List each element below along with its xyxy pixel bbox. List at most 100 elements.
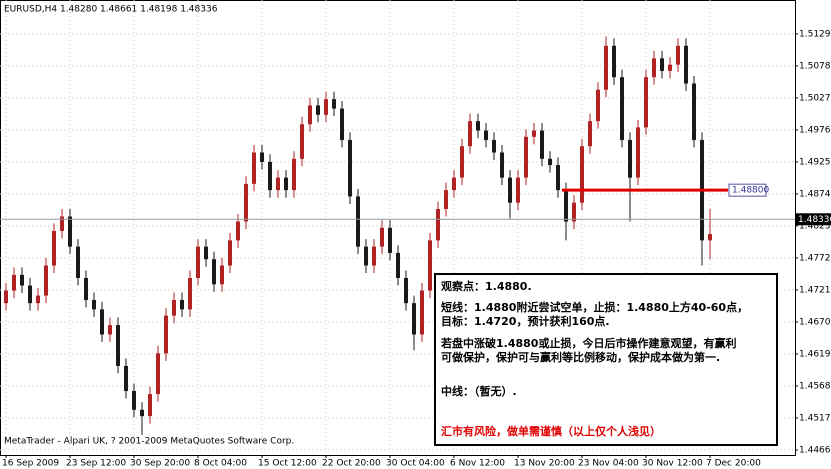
candle-body xyxy=(332,99,336,109)
x-tick-label: 6 Nov 12:00 xyxy=(450,459,505,469)
candle-body xyxy=(548,158,552,166)
candle-body xyxy=(276,177,280,191)
annotation-warning: 汇市有风险，做单需谨慎（以上仅个人浅见） xyxy=(441,424,661,438)
candle-body xyxy=(316,105,320,115)
current-price-label: 1.48336 xyxy=(798,215,831,225)
candle-body xyxy=(436,208,440,241)
candle-body xyxy=(52,230,56,266)
candle-body xyxy=(180,299,184,310)
candle-body xyxy=(268,161,272,191)
annotation-line: 若盘中涨破1.4880或止损，今日后市操作建意观望，有赢利 xyxy=(441,336,736,350)
candle-body xyxy=(564,190,568,222)
annotation-line: 短线：1.4880附近尝试空单，止损：1.4880上方40-60点， xyxy=(441,300,748,314)
y-tick-label: 1.49250 xyxy=(799,157,831,167)
candle-body xyxy=(628,139,632,178)
candle-body xyxy=(620,77,624,140)
candle-body xyxy=(452,177,456,191)
candle-body xyxy=(140,409,144,417)
y-tick-label: 1.44660 xyxy=(799,445,831,455)
candle-body xyxy=(164,315,168,354)
candle-body xyxy=(76,246,80,279)
annotation-box xyxy=(434,273,778,446)
candle-body xyxy=(4,290,8,304)
x-tick-label: 22 Oct 20:00 xyxy=(322,459,381,469)
candle-body xyxy=(220,265,224,285)
candle-body xyxy=(668,64,672,71)
x-tick-label: 23 Nov 04:00 xyxy=(578,459,639,469)
candle-body xyxy=(28,285,32,304)
y-tick-label: 1.50780 xyxy=(799,61,831,71)
candle-body xyxy=(412,303,416,335)
candle-body xyxy=(676,45,680,65)
candle-body xyxy=(212,259,216,285)
candle-body xyxy=(588,121,592,147)
x-tick-label: 15 Oct 12:00 xyxy=(258,459,317,469)
annotation-line: 可做保护，保护可与赢利等比例移动，保护成本做为第一. xyxy=(441,350,720,364)
y-tick-label: 1.46190 xyxy=(799,349,831,359)
candle-body xyxy=(84,278,88,300)
candle-body xyxy=(244,183,248,222)
chart-header: EURUSD,H4 1.48280 1.48661 1.48198 1.4833… xyxy=(4,5,218,15)
level-tag xyxy=(728,183,767,197)
x-tick-label: 7 Dec 20:00 xyxy=(706,459,761,469)
candle-body xyxy=(380,227,384,247)
y-tick-label: 1.45170 xyxy=(799,413,831,423)
candle-body xyxy=(492,139,496,153)
candle-body xyxy=(388,227,392,253)
candle-body xyxy=(420,290,424,335)
y-tick-label: 1.51290 xyxy=(799,29,831,39)
candle-body xyxy=(364,246,368,266)
candle-body xyxy=(396,252,400,279)
y-tick-label: 1.47210 xyxy=(799,285,831,295)
candle-body xyxy=(500,152,504,178)
candle-body xyxy=(236,221,240,241)
y-tick-label: 1.49760 xyxy=(799,125,831,135)
candle-body xyxy=(284,177,288,191)
candle-body xyxy=(68,216,72,247)
candle-body xyxy=(340,108,344,140)
candle-body xyxy=(636,127,640,178)
candle-body xyxy=(260,152,264,162)
candle-body xyxy=(652,58,656,78)
y-tick-label: 1.50270 xyxy=(799,93,831,103)
candle-body xyxy=(484,130,488,140)
candle-body xyxy=(20,274,24,286)
candle-body xyxy=(132,390,136,410)
candle-body xyxy=(116,325,120,366)
y-tick-label: 1.47720 xyxy=(799,253,831,263)
candle-body xyxy=(532,130,536,137)
annotation-line: 目标：1.4720，预计获利160点. xyxy=(441,314,610,328)
candle-body xyxy=(444,190,448,209)
x-tick-label: 16 Sep 2009 xyxy=(2,459,59,469)
candle-body xyxy=(644,77,648,128)
candle-body xyxy=(372,246,376,266)
annotation-line: 观察点：1.4880. xyxy=(441,279,532,293)
candle-body xyxy=(572,202,576,222)
candle-body xyxy=(596,89,600,122)
candle-body xyxy=(188,278,192,310)
candle-body xyxy=(604,45,608,90)
candle-body xyxy=(292,158,296,191)
candle-body xyxy=(612,45,616,78)
candle-body xyxy=(228,240,232,266)
candle-body xyxy=(108,325,112,335)
candle-body xyxy=(60,216,64,231)
candle-body xyxy=(508,177,512,203)
x-tick-label: 30 Oct 04:00 xyxy=(386,459,445,469)
candle-body xyxy=(660,58,664,71)
footer: MetaTrader - Alpari UK, ? 2001-2009 Meta… xyxy=(4,437,294,447)
candle-body xyxy=(44,265,48,296)
y-tick-label: 1.46700 xyxy=(799,317,831,327)
candle-body xyxy=(476,121,480,131)
level-label: 1.48800 xyxy=(732,186,769,196)
candle-body xyxy=(204,246,208,260)
candle-body xyxy=(428,240,432,291)
candle-body xyxy=(540,130,544,159)
candle-body xyxy=(348,139,352,197)
annotation-line: 中线：（暂无）. xyxy=(441,384,517,398)
candle-body xyxy=(468,121,472,147)
x-tick-label: 23 Sep 12:00 xyxy=(66,459,126,469)
x-tick-label: 8 Oct 04:00 xyxy=(194,459,247,469)
candle-body xyxy=(356,196,360,247)
